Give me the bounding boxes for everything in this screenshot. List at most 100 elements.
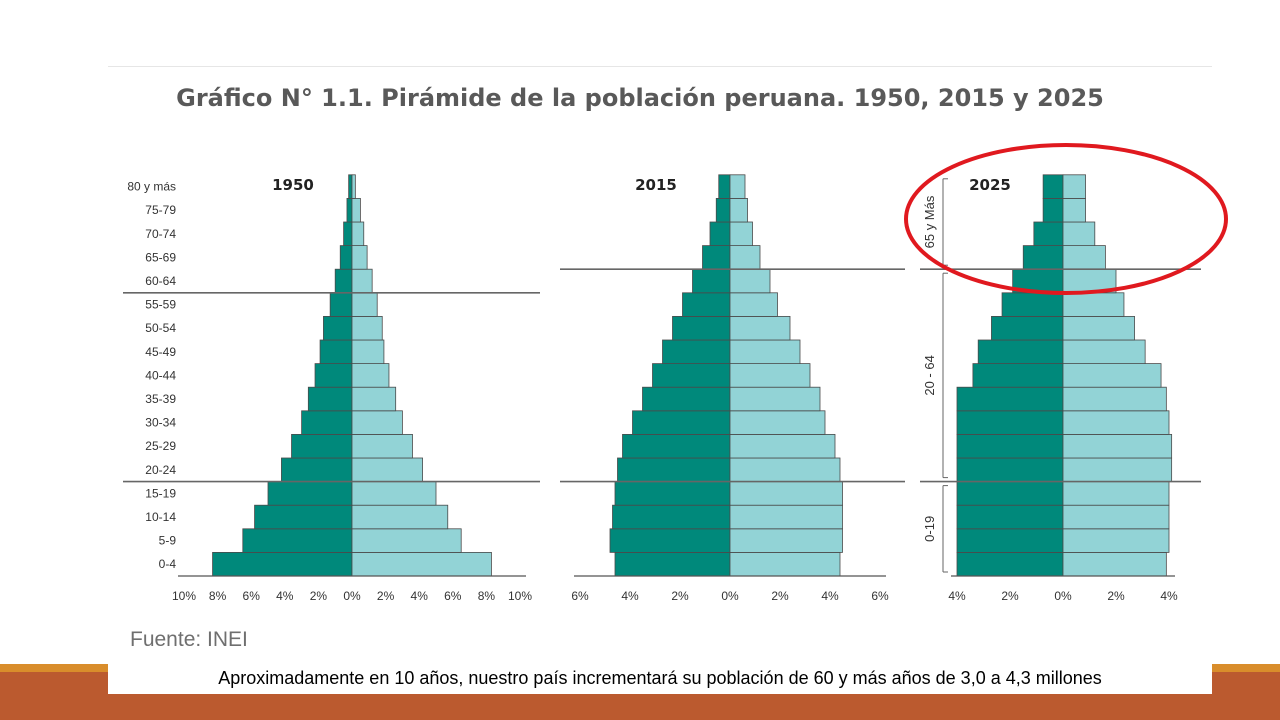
bar-male-50-54 xyxy=(323,315,353,341)
pyramid-2015: 6% 4% 2% 0% 2% 4% 6% 2015 xyxy=(560,174,905,603)
x-tick-label: 6% xyxy=(444,589,462,603)
x-tick-label: 4% xyxy=(621,589,639,603)
bar-male-40-44 xyxy=(972,363,1064,388)
age-label: 75-79 xyxy=(145,203,176,217)
footer-accent-right xyxy=(1212,664,1280,672)
bar-female-75-79 xyxy=(1062,197,1086,223)
pyramid-1950: 0-4 5-9 10-14 15-19 20-24 25-29 30-34 35-39 40-4… xyxy=(123,174,540,603)
age-label: 70-74 xyxy=(145,227,176,241)
bar-female-65-69 xyxy=(1062,245,1106,270)
bar-female-15-19 xyxy=(1062,481,1170,506)
bar-female-5-9 xyxy=(729,528,843,553)
bar-female-25-29 xyxy=(729,433,836,459)
bar-female-25-29 xyxy=(1062,433,1173,459)
bar-female-20-24 xyxy=(729,457,841,483)
bar-male-35-39 xyxy=(956,386,1064,412)
age-label: 10-14 xyxy=(145,510,176,524)
bar-female-80 y más xyxy=(729,174,746,199)
group-label: 20 - 64 xyxy=(922,355,937,395)
bar-male-55-59 xyxy=(329,292,353,317)
bar-female-0-4 xyxy=(1062,552,1167,577)
age-label: 65-69 xyxy=(145,250,176,264)
bar-male-70-74 xyxy=(709,221,731,247)
bar-male-80 y más xyxy=(718,174,731,199)
x-tick-label: 4% xyxy=(1160,589,1178,603)
bar-male-0-4 xyxy=(956,552,1064,577)
bar-male-5-9 xyxy=(242,528,353,553)
age-label: 0-4 xyxy=(159,557,177,571)
bar-female-30-34 xyxy=(351,410,403,435)
bar-female-0-4 xyxy=(351,552,492,577)
bar-female-80 y más xyxy=(1062,174,1086,199)
x-tick-label: 8% xyxy=(478,589,496,603)
bar-female-55-59 xyxy=(1062,292,1125,317)
bar-female-75-79 xyxy=(351,197,361,223)
bar-male-40-44 xyxy=(314,363,353,388)
bar-male-25-29 xyxy=(291,433,353,459)
highlight-ellipse xyxy=(904,143,1228,295)
bar-male-65-69 xyxy=(702,245,731,270)
bar-male-10-14 xyxy=(612,504,731,530)
bar-male-65-69 xyxy=(339,245,353,270)
bar-female-35-39 xyxy=(729,386,821,412)
bar-female-15-19 xyxy=(729,481,843,506)
bar-male-35-39 xyxy=(642,386,731,412)
age-label: 45-49 xyxy=(145,345,176,359)
source-label: Fuente: INEI xyxy=(130,628,248,651)
bar-male-35-39 xyxy=(307,386,353,412)
x-tick-label: 2% xyxy=(771,589,789,603)
x-tick-label: 2% xyxy=(377,589,395,603)
bar-female-75-79 xyxy=(729,197,748,223)
age-label: 60-64 xyxy=(145,274,176,288)
x-tick-label: 10% xyxy=(508,589,532,603)
pyramid-year-label: 1950 xyxy=(272,176,314,194)
bar-male-10-14 xyxy=(254,504,353,530)
bar-male-40-44 xyxy=(652,363,731,388)
bar-male-25-29 xyxy=(956,433,1064,459)
x-tick-label: 6% xyxy=(871,589,889,603)
x-tick-label: 6% xyxy=(571,589,589,603)
bar-male-65-69 xyxy=(1022,245,1064,270)
bar-male-55-59 xyxy=(1001,292,1064,317)
bar-male-55-59 xyxy=(682,292,731,317)
bar-male-45-49 xyxy=(319,339,353,365)
bar-female-10-14 xyxy=(1062,504,1170,530)
bar-male-60-64 xyxy=(692,268,731,294)
bar-male-15-19 xyxy=(267,481,353,506)
age-label: 25-29 xyxy=(145,439,176,453)
x-tick-label: 4% xyxy=(948,589,966,603)
slide-top-rule xyxy=(108,66,1212,67)
x-tick-label: 8% xyxy=(209,589,227,603)
age-label: 40-44 xyxy=(145,368,176,382)
bar-female-65-69 xyxy=(729,245,761,270)
x-tick-label: 4% xyxy=(411,589,429,603)
bar-male-70-74 xyxy=(1033,221,1064,247)
bar-male-80 y más xyxy=(348,174,353,199)
bar-female-10-14 xyxy=(351,504,449,530)
pyramid-year-label: 2015 xyxy=(635,176,677,194)
bar-female-35-39 xyxy=(1062,386,1167,412)
bar-female-50-54 xyxy=(1062,315,1135,341)
pyramid-2025: 4% 2% 0% 2% 4% 2025 0-19 20 - 64 65 y Más xyxy=(904,143,1228,603)
bar-male-45-49 xyxy=(662,339,731,365)
bar-male-10-14 xyxy=(956,504,1064,530)
bar-female-70-74 xyxy=(351,221,365,247)
bar-female-40-44 xyxy=(1062,363,1162,388)
age-label: 50-54 xyxy=(145,321,176,335)
group-label: 0-19 xyxy=(922,516,937,542)
x-tick-label: 0% xyxy=(721,589,739,603)
bar-male-20-24 xyxy=(956,457,1064,483)
population-pyramids: 0-4 5-9 10-14 15-19 20-24 25-29 30-34 35-39 40-4… xyxy=(123,143,1228,603)
bar-female-5-9 xyxy=(351,528,462,553)
bar-female-55-59 xyxy=(351,292,378,317)
bar-female-70-74 xyxy=(1062,221,1096,247)
age-label: 80 y más xyxy=(127,180,176,194)
age-label: 35-39 xyxy=(145,392,176,406)
age-label: 15-19 xyxy=(145,486,176,500)
bar-female-50-54 xyxy=(351,315,383,341)
bar-male-0-4 xyxy=(614,552,731,577)
bar-male-50-54 xyxy=(672,315,731,341)
slide-caption: Aproximadamente en 10 años, nuestro país… xyxy=(108,664,1212,694)
bar-male-75-79 xyxy=(1042,197,1064,223)
bar-female-5-9 xyxy=(1062,528,1170,553)
